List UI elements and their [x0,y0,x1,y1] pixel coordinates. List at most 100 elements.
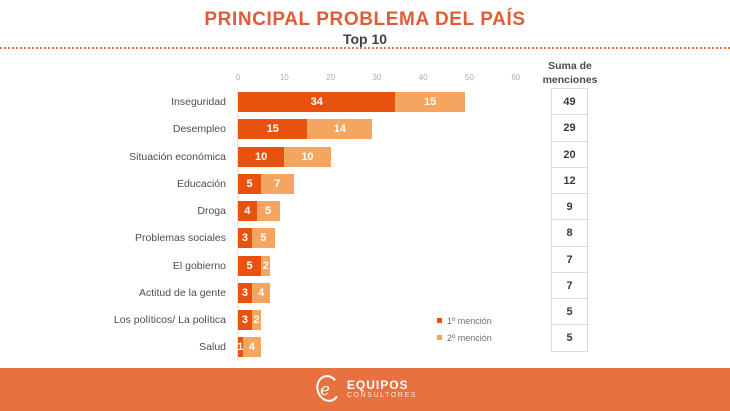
sum-header-line1: Suma de [548,60,592,72]
bar-row: 34 15 [238,92,465,112]
bar-value-label: 15 [266,123,279,136]
bar-segment-first-mention: 1 [237,337,244,358]
footer-bar: e EQUIPOS CONSULTORES [0,368,730,411]
bar-segment-second-mention: 10 [284,146,331,167]
bar-value-label: 4 [244,205,251,217]
category-label: Salud [199,341,226,354]
sum-cell: 49 [551,88,588,116]
bar-row: 15 14 [238,119,373,140]
x-axis-tick-60: 60 [511,73,521,82]
sum-cell: 8 [551,219,588,247]
bar-segment-second-mention: 4 [251,282,271,303]
category-label: El gobierno [172,259,226,272]
bar-value-label: 7 [274,177,281,190]
logo-e-icon: e [316,375,338,402]
category-label: Droga [197,205,226,217]
category-label: Desempleo [172,123,226,136]
x-axis-tick-10: 10 [279,73,289,82]
bar-value-label: 4 [248,341,255,354]
x-axis-tick-0: 0 [235,73,241,82]
category-label: Inseguridad [171,96,226,108]
sum-cell: 12 [551,166,588,194]
logo-brand: EQUIPOS [346,378,409,393]
sum-column: 49 29 20 12 9 8 7 7 5 5 [551,88,588,352]
bar-value-label: 3 [241,286,248,299]
legend-swatch-first-mention-icon [437,318,442,323]
x-axis-tick-40: 40 [418,73,428,82]
bar-segment-second-mention: 14 [307,119,373,140]
bar-value-label: 3 [241,314,248,326]
bar-value-label: 10 [255,150,268,163]
bar-segment-second-mention: 2 [251,310,262,330]
bar-segment-second-mention: 15 [395,92,465,112]
logo-brand-sub: CONSULTORES [346,392,418,400]
sum-cell: 5 [551,298,588,326]
x-axis-tick-30: 30 [372,73,382,82]
legend-item-first-mention: 1º mención [437,312,492,329]
legend-label-first-mention: 1º mención [447,315,492,326]
bar-segment-first-mention: 3 [238,282,252,303]
bar-segment-first-mention: 5 [238,173,262,194]
bar-value-label: 15 [424,96,437,108]
sum-cell: 29 [551,114,588,142]
category-label: Actitud de la gente [139,286,226,299]
bar-value-label: 1 [237,341,244,354]
category-label: Situación económica [129,150,226,163]
bar-value-label: 2 [262,259,269,272]
sum-cell: 9 [551,193,588,221]
bar-value-label: 34 [310,96,323,108]
sum-cell: 7 [551,271,588,299]
legend-label-second-mention: 2º mención [447,332,492,343]
legend: 1º mención 2º mención [437,312,492,346]
bar-value-label: 10 [301,150,314,163]
page-title: PRINCIPAL PROBLEMA DEL PAÍS [204,9,526,30]
category-label: Los políticos/ La política [113,314,226,326]
category-label: Educación [176,177,226,190]
equipos-logo: e EQUIPOS CONSULTORES [313,374,417,405]
bar-value-label: 14 [333,123,346,136]
logo-text: EQUIPOS CONSULTORES [346,378,418,400]
bar-segment-second-mention: 5 [251,228,276,249]
bar-value-label: 5 [260,232,267,245]
legend-item-second-mention: 2º mención [437,329,492,346]
x-axis-tick-20: 20 [326,73,336,82]
axis-zero-line [237,88,238,361]
bar-segment-first-mention: 3 [238,310,252,330]
bar-segment-second-mention: 7 [261,173,294,194]
bar-value-label: 4 [258,286,265,299]
x-axis-tick-50: 50 [465,73,474,82]
bar-row: 10 10 [238,146,331,167]
sum-cell: 20 [551,140,588,168]
sum-cell: 5 [551,324,588,352]
bar-value-label: 5 [246,259,253,272]
bar-value-label: 2 [253,314,260,326]
bar-value-label: 5 [265,205,272,217]
dotted-separator [0,47,730,49]
svg-text:e: e [320,380,330,400]
bar-segment-first-mention: 5 [238,255,262,276]
bar-segment-first-mention: 3 [238,228,252,249]
bar-segment-first-mention: 4 [238,201,257,221]
bar-segment-first-mention: 15 [238,119,308,140]
bar-value-label: 5 [246,177,253,190]
bar-segment-second-mention: 5 [256,201,280,221]
bar-segment-first-mention: 34 [238,92,396,112]
bar-value-label: 3 [241,232,248,245]
page-subtitle: Top 10 [342,31,388,47]
bar-segment-first-mention: 10 [238,146,285,167]
bar-segment-second-mention: 2 [261,255,271,276]
legend-swatch-second-mention-icon [437,335,442,340]
sum-cell: 7 [551,245,588,273]
sum-column-header: Suma de menciones [528,60,612,87]
category-label: Problemas sociales [134,232,226,245]
sum-header-line2: menciones [542,73,598,86]
